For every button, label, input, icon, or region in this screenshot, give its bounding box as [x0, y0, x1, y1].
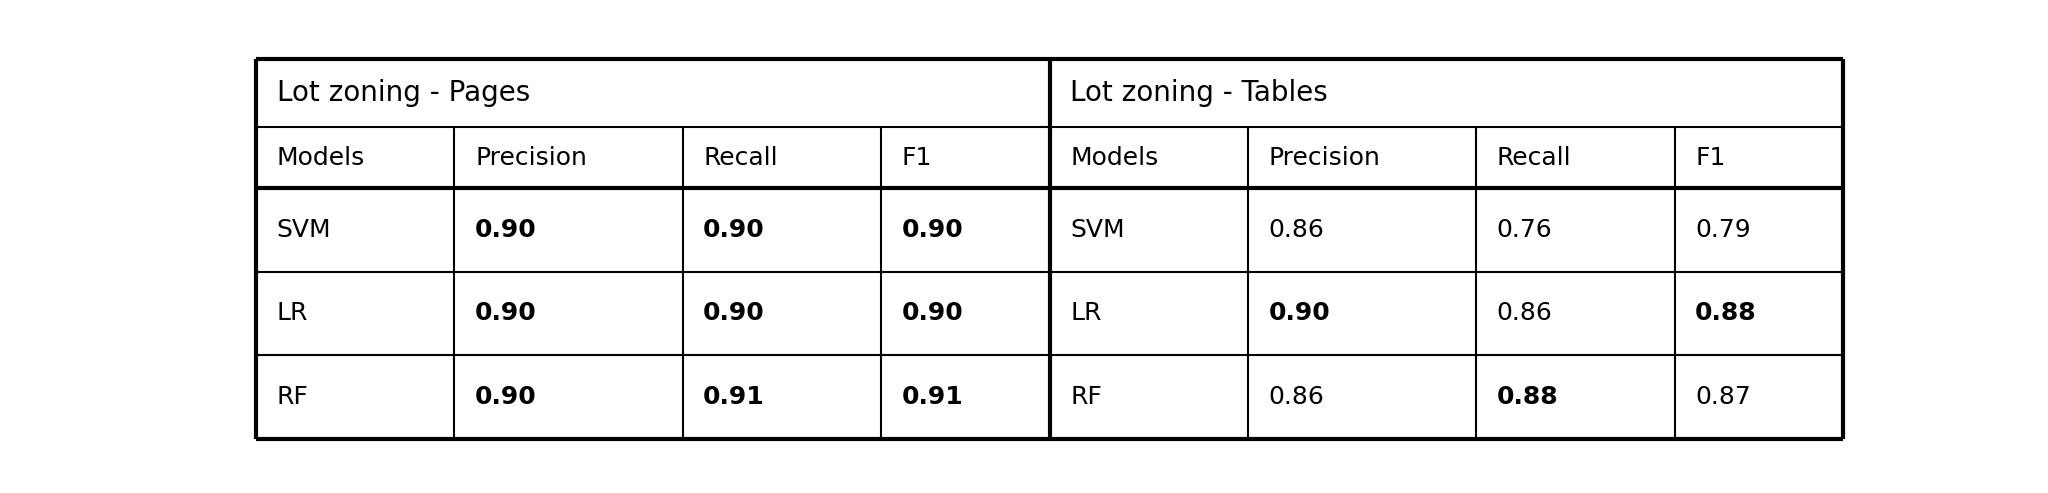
Text: 0.88: 0.88 — [1696, 302, 1757, 325]
Text: Precision: Precision — [475, 146, 588, 170]
Text: 0.91: 0.91 — [702, 385, 766, 409]
Text: RF: RF — [1071, 385, 1102, 409]
Text: Recall: Recall — [1497, 146, 1571, 170]
Text: F1: F1 — [901, 146, 932, 170]
Text: 0.88: 0.88 — [1497, 385, 1559, 409]
Text: LR: LR — [276, 302, 307, 325]
Text: RF: RF — [276, 385, 309, 409]
Text: F1: F1 — [1696, 146, 1726, 170]
Text: 0.91: 0.91 — [901, 385, 963, 409]
Text: SVM: SVM — [276, 218, 332, 242]
Text: 0.90: 0.90 — [702, 218, 766, 242]
Text: 0.90: 0.90 — [475, 302, 537, 325]
Text: 0.90: 0.90 — [475, 385, 537, 409]
Text: 0.76: 0.76 — [1497, 218, 1552, 242]
Text: Recall: Recall — [702, 146, 778, 170]
Text: 0.90: 0.90 — [702, 302, 766, 325]
Text: LR: LR — [1071, 302, 1102, 325]
Text: 0.90: 0.90 — [1268, 302, 1331, 325]
Text: 0.87: 0.87 — [1696, 385, 1751, 409]
Text: 0.79: 0.79 — [1696, 218, 1751, 242]
Text: Lot zoning - Tables: Lot zoning - Tables — [1071, 79, 1327, 107]
Text: 0.90: 0.90 — [475, 218, 537, 242]
Text: 0.90: 0.90 — [901, 302, 963, 325]
Text: 0.86: 0.86 — [1497, 302, 1552, 325]
Text: 0.90: 0.90 — [901, 218, 963, 242]
Text: Models: Models — [276, 146, 365, 170]
Text: Precision: Precision — [1268, 146, 1380, 170]
Text: Models: Models — [1071, 146, 1159, 170]
Text: Lot zoning - Pages: Lot zoning - Pages — [276, 79, 530, 107]
Text: SVM: SVM — [1071, 218, 1124, 242]
Text: 0.86: 0.86 — [1268, 218, 1325, 242]
Text: 0.86: 0.86 — [1268, 385, 1325, 409]
